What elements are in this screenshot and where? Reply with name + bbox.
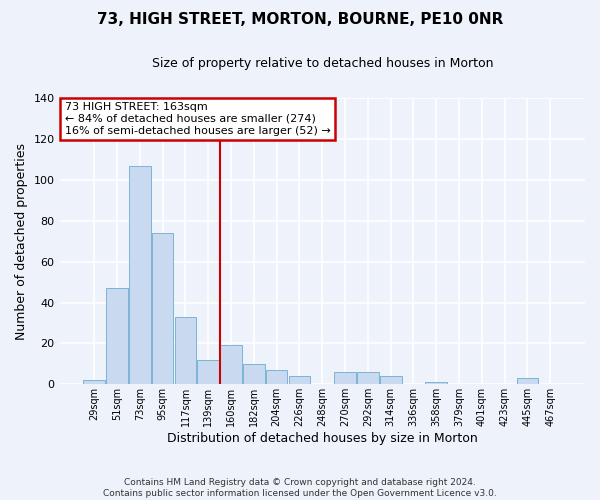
Bar — [357, 372, 379, 384]
Bar — [106, 288, 128, 384]
Bar — [129, 166, 151, 384]
Bar — [243, 364, 265, 384]
Bar — [83, 380, 105, 384]
Bar — [175, 317, 196, 384]
Bar — [517, 378, 538, 384]
Bar — [425, 382, 447, 384]
Bar — [220, 346, 242, 385]
Bar — [197, 360, 219, 384]
Bar — [380, 376, 401, 384]
Text: Contains HM Land Registry data © Crown copyright and database right 2024.
Contai: Contains HM Land Registry data © Crown c… — [103, 478, 497, 498]
Text: 73, HIGH STREET, MORTON, BOURNE, PE10 0NR: 73, HIGH STREET, MORTON, BOURNE, PE10 0N… — [97, 12, 503, 28]
Title: Size of property relative to detached houses in Morton: Size of property relative to detached ho… — [152, 58, 493, 70]
Bar — [334, 372, 356, 384]
X-axis label: Distribution of detached houses by size in Morton: Distribution of detached houses by size … — [167, 432, 478, 445]
Y-axis label: Number of detached properties: Number of detached properties — [15, 142, 28, 340]
Bar — [152, 233, 173, 384]
Bar — [266, 370, 287, 384]
Text: 73 HIGH STREET: 163sqm
← 84% of detached houses are smaller (274)
16% of semi-de: 73 HIGH STREET: 163sqm ← 84% of detached… — [65, 102, 331, 136]
Bar — [289, 376, 310, 384]
